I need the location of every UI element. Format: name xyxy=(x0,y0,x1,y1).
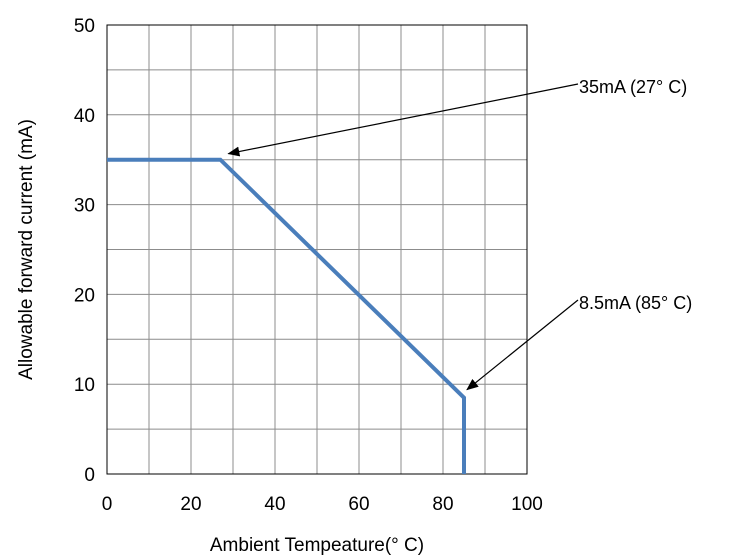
x-tick-label: 80 xyxy=(432,494,453,515)
y-tick-label: 20 xyxy=(74,285,95,306)
annotation-label: 8.5mA (85° C) xyxy=(579,293,692,313)
y-tick-label: 50 xyxy=(74,16,95,37)
x-tick-label: 0 xyxy=(102,494,113,515)
y-tick-label: 40 xyxy=(74,106,95,127)
annotations: 35mA (27° C) 8.5mA (85° C) xyxy=(227,77,692,391)
y-tick-label: 10 xyxy=(74,375,95,396)
y-tick-label: 0 xyxy=(84,465,95,486)
tick-labels: 0 20 40 60 80 100 0 10 20 30 40 50 xyxy=(74,16,543,515)
y-axis-title: Allowable forward current (mA) xyxy=(16,119,37,380)
grid xyxy=(107,25,527,474)
x-tick-label: 40 xyxy=(264,494,285,515)
annotation-arrow xyxy=(466,299,579,391)
y-tick-label: 30 xyxy=(74,196,95,217)
x-axis-title: Ambient Tempeature(° C) xyxy=(210,535,424,556)
annotation-arrow xyxy=(227,83,579,157)
series-layer xyxy=(107,157,466,474)
annotation-label: 35mA (27° C) xyxy=(579,77,687,97)
series-line xyxy=(107,157,466,474)
x-tick-label: 100 xyxy=(511,494,543,515)
x-tick-label: 60 xyxy=(348,494,369,515)
x-tick-label: 20 xyxy=(180,494,201,515)
plot-frame xyxy=(106,24,528,475)
